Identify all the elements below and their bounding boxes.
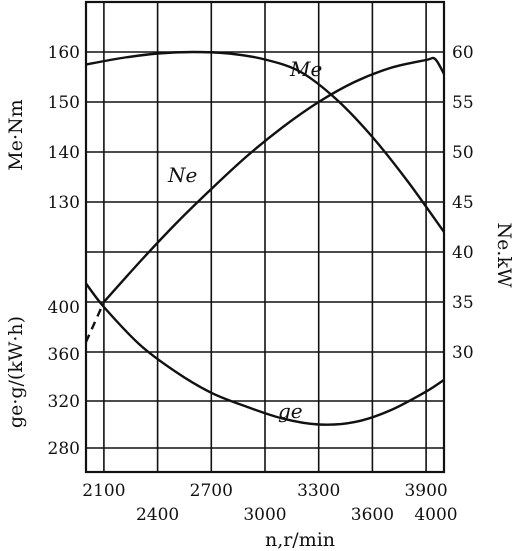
series-line-0 [85, 50, 445, 233]
series-line-3 [85, 282, 445, 426]
y-left-top-tick-label: 150 [48, 93, 80, 113]
series-line-1 [103, 56, 446, 303]
x-tick-label-upper: 3300 [297, 481, 340, 501]
grid-lines [86, 2, 444, 472]
y-left-bottom-tick-label: 320 [48, 392, 80, 412]
x-tick-label-upper: 3900 [404, 481, 447, 501]
y-left-top-tick-label: 160 [48, 43, 80, 63]
tick-labels: 2100 2700 3300 3900 2400 3000 3600 4000 130 140 15… [48, 43, 474, 525]
y-right-tick-label: 45 [452, 193, 474, 213]
y-right-tick-label: 30 [452, 343, 474, 363]
plot-frame [84, 0, 446, 474]
x-tick-label-upper: 2100 [82, 481, 125, 501]
y-right-tick-label: 35 [452, 293, 474, 313]
y-right-tick-label: 60 [452, 43, 474, 63]
y-left-bottom-tick-label: 280 [48, 439, 80, 459]
y-left-bottom-tick-label: 360 [48, 345, 80, 365]
right-axis-label: Ne.kW [493, 223, 514, 288]
y-left-top-tick-label: 130 [48, 193, 80, 213]
y-right-tick-label: 50 [452, 143, 474, 163]
y-left-top-tick-label: 140 [48, 143, 80, 163]
left-bottom-axis-label: ge·g/(kW·h) [5, 316, 27, 428]
x-tick-label-lower: 2400 [136, 505, 179, 525]
x-tick-label-upper: 2700 [190, 481, 233, 501]
x-tick-label-lower: 3000 [243, 505, 286, 525]
curve-label-ge: ge [278, 399, 303, 423]
x-axis-label: n,r/min [265, 529, 335, 551]
series-line-2 [84, 301, 105, 343]
y-left-bottom-tick-label: 400 [48, 298, 80, 318]
y-right-tick-label: 40 [452, 243, 474, 263]
x-tick-label-lower: 4000 [414, 505, 457, 525]
x-tick-label-lower: 3600 [351, 505, 394, 525]
curve-label-me: Me [289, 57, 322, 81]
y-right-tick-label: 55 [452, 93, 474, 113]
left-top-axis-label: Me·Nm [5, 99, 27, 170]
curve-label-ne: Ne [167, 163, 197, 187]
